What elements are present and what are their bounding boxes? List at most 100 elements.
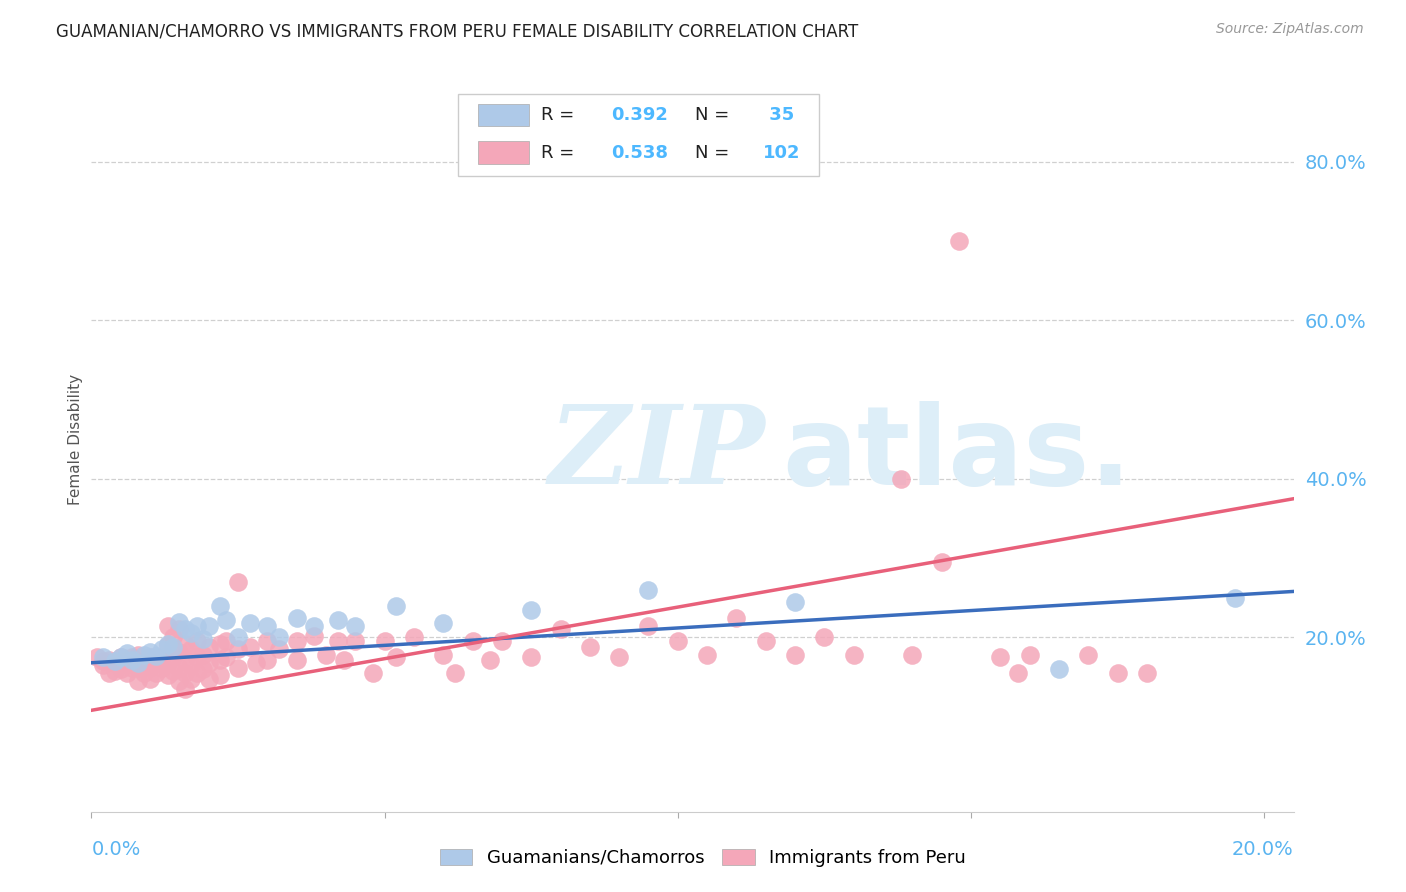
- Point: [344, 618, 367, 632]
- Point: [91, 650, 114, 665]
- Point: [145, 666, 167, 681]
- Text: GUAMANIAN/CHAMORRO VS IMMIGRANTS FROM PERU FEMALE DISABILITY CORRELATION CHART: GUAMANIAN/CHAMORRO VS IMMIGRANTS FROM PE…: [56, 22, 859, 40]
- Point: [1077, 648, 1099, 662]
- Point: [215, 650, 238, 665]
- Point: [197, 640, 219, 654]
- Point: [901, 648, 924, 662]
- Point: [256, 634, 278, 648]
- Point: [98, 666, 121, 681]
- Point: [156, 638, 179, 652]
- Point: [209, 668, 232, 682]
- Point: [127, 660, 149, 674]
- Point: [239, 640, 262, 654]
- Point: [174, 623, 197, 637]
- Point: [86, 650, 108, 665]
- Point: [725, 610, 748, 624]
- Point: [813, 631, 835, 645]
- Point: [115, 666, 138, 681]
- Point: [150, 650, 173, 665]
- Text: 102: 102: [763, 144, 801, 161]
- Point: [344, 634, 367, 648]
- Point: [156, 618, 179, 632]
- Point: [326, 613, 349, 627]
- Point: [169, 623, 191, 637]
- Point: [285, 610, 308, 624]
- Text: 35: 35: [763, 106, 794, 124]
- Point: [180, 626, 202, 640]
- Point: [156, 656, 179, 670]
- Point: [226, 660, 249, 674]
- Point: [169, 645, 191, 659]
- Point: [91, 658, 114, 673]
- Text: 0.392: 0.392: [610, 106, 668, 124]
- Point: [520, 602, 543, 616]
- Point: [162, 640, 184, 654]
- Point: [579, 640, 602, 654]
- Text: N =: N =: [695, 144, 735, 161]
- FancyBboxPatch shape: [458, 95, 818, 177]
- Point: [174, 637, 197, 651]
- Point: [226, 631, 249, 645]
- Point: [110, 650, 132, 665]
- Point: [461, 634, 484, 648]
- Point: [162, 631, 184, 645]
- Point: [666, 634, 689, 648]
- Text: N =: N =: [695, 106, 735, 124]
- Point: [491, 634, 513, 648]
- Point: [197, 656, 219, 670]
- Point: [169, 660, 191, 674]
- Point: [191, 648, 214, 662]
- Point: [1018, 648, 1040, 662]
- Text: 20.0%: 20.0%: [1232, 839, 1294, 859]
- Point: [180, 642, 202, 657]
- Point: [134, 654, 156, 668]
- Legend: Guamanians/Chamorros, Immigrants from Peru: Guamanians/Chamorros, Immigrants from Pe…: [433, 841, 973, 874]
- Y-axis label: Female Disability: Female Disability: [67, 374, 83, 505]
- Point: [520, 650, 543, 665]
- Point: [1047, 662, 1070, 676]
- Point: [1136, 666, 1159, 681]
- Point: [139, 672, 162, 686]
- Point: [302, 629, 325, 643]
- Bar: [478, 104, 529, 127]
- Point: [180, 672, 202, 686]
- Point: [169, 673, 191, 688]
- Point: [637, 582, 659, 597]
- Point: [127, 648, 149, 662]
- Point: [332, 652, 354, 666]
- Point: [285, 652, 308, 666]
- Point: [162, 664, 184, 678]
- Point: [169, 615, 191, 629]
- Point: [302, 618, 325, 632]
- Point: [267, 631, 290, 645]
- Point: [174, 666, 197, 681]
- Bar: [478, 142, 529, 164]
- Point: [127, 656, 149, 670]
- Point: [385, 650, 408, 665]
- Point: [285, 634, 308, 648]
- Point: [550, 623, 572, 637]
- Point: [104, 664, 127, 678]
- Point: [145, 656, 167, 670]
- Text: atlas.: atlas.: [783, 401, 1132, 508]
- Point: [127, 673, 149, 688]
- Point: [98, 652, 121, 666]
- Point: [1223, 591, 1246, 605]
- Point: [139, 645, 162, 659]
- Point: [104, 656, 127, 670]
- Point: [215, 634, 238, 648]
- Point: [121, 650, 143, 665]
- Point: [226, 642, 249, 657]
- Point: [115, 646, 138, 660]
- Point: [121, 652, 143, 666]
- Text: 0.538: 0.538: [610, 144, 668, 161]
- Point: [783, 595, 806, 609]
- Text: R =: R =: [541, 144, 581, 161]
- Point: [162, 650, 184, 665]
- Point: [156, 637, 179, 651]
- Point: [186, 634, 208, 648]
- Point: [696, 648, 718, 662]
- Point: [988, 650, 1011, 665]
- Point: [374, 634, 396, 648]
- Point: [150, 660, 173, 674]
